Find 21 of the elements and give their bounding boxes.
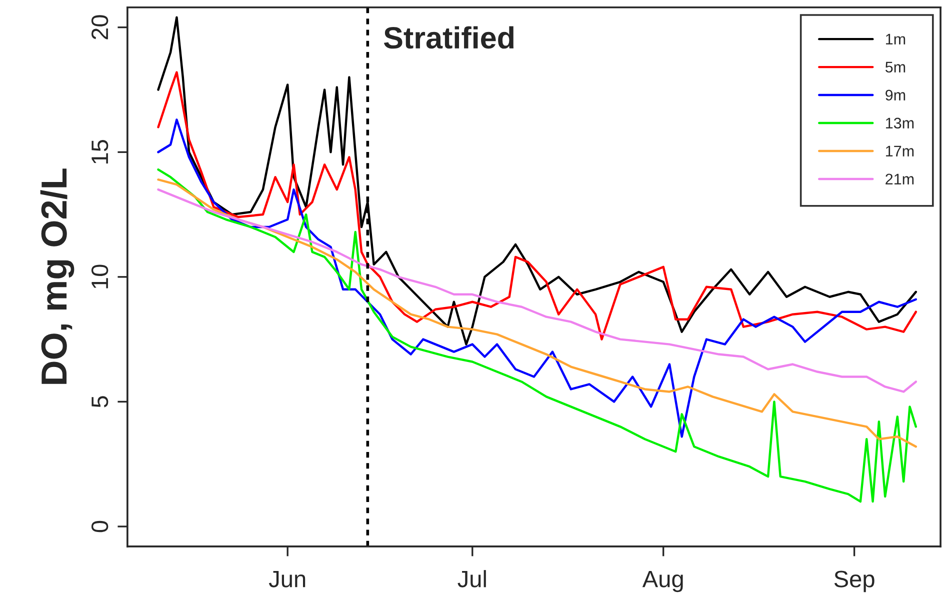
line-series [157, 118, 918, 438]
y-tick-label: 10 [91, 264, 108, 288]
legend-label: 13m [886, 118, 914, 129]
legend-label: 5m [885, 62, 906, 73]
legend-label: 9m [886, 90, 906, 101]
x-tick-label: Jul [458, 570, 486, 588]
legend-label: 17m [886, 146, 914, 156]
y-tick-label: 15 [92, 140, 108, 164]
legend-label: 1m [886, 34, 906, 44]
x-tick-label: Jun [268, 570, 306, 588]
y-axis-title: DO, mg O2/L [40, 168, 74, 384]
line-series [157, 168, 918, 503]
legend-label: 21m [886, 174, 914, 184]
line-series [157, 71, 918, 340]
y-tick-label: 20 [91, 15, 108, 40]
y-tick-label: 0 [91, 520, 108, 532]
line-series [157, 188, 918, 393]
x-tick-label: Sep [834, 570, 874, 592]
y-tick-label: 5 [92, 396, 108, 408]
x-tick-label: Aug [642, 570, 683, 592]
ref-line-label: Stratified [384, 26, 514, 49]
